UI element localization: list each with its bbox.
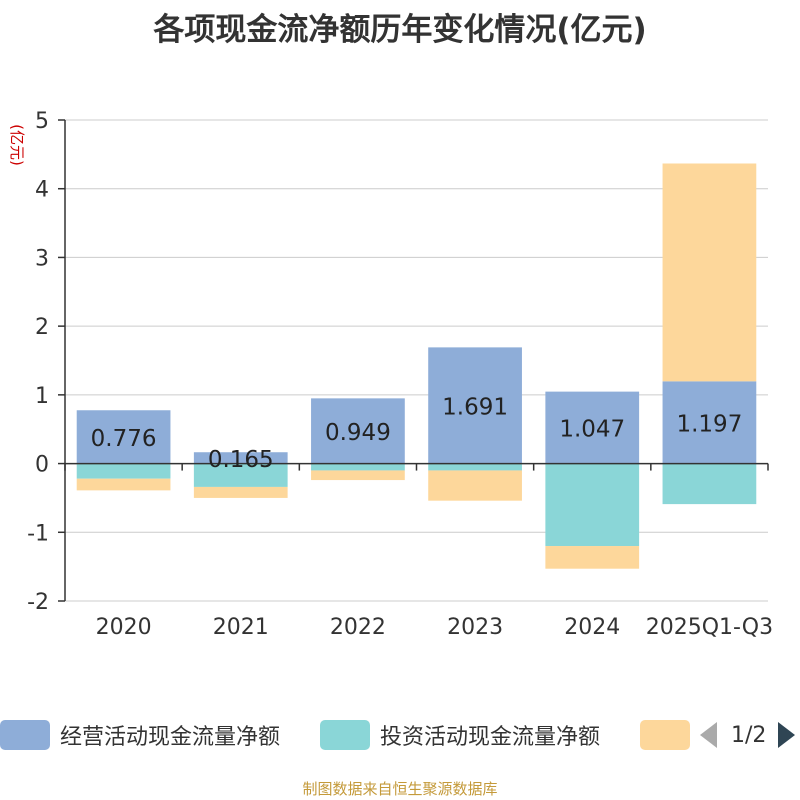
legend-prev-icon[interactable] (700, 722, 717, 748)
data-label-2024: 1.047 (559, 417, 625, 443)
y-tick-label: 1 (35, 384, 49, 409)
bar-series1-2024 (545, 463, 640, 547)
legend-swatch-financing (640, 720, 690, 750)
x-tick-label-2022: 2022 (330, 615, 386, 640)
bar-series2-2025Q1-Q3 (662, 163, 757, 382)
bar-series0-2020 (76, 410, 171, 464)
legend-swatch-operating (0, 720, 50, 750)
legend-page-indicator: 1/2 (731, 722, 767, 748)
bar-series0-2022 (311, 398, 405, 464)
bar-series1-2025Q1-Q3 (662, 463, 757, 505)
chart-plot: (亿元) -2 -1 0 1 2 3 4 5 0.776 0.165 0.949 1.691 1.047 1… (8, 109, 773, 640)
x-tick-label-2021: 2021 (213, 615, 269, 640)
y-tick-label: 2 (35, 315, 49, 340)
legend-pager: 1/2 (700, 716, 796, 754)
bar-series0-2025Q1-Q3 (662, 381, 757, 464)
y-tick-label: -1 (27, 521, 49, 546)
bar-series2-2024 (545, 546, 640, 569)
legend-next-icon[interactable] (778, 722, 796, 748)
bar-series2-2023 (428, 470, 522, 501)
data-label-2023: 1.691 (442, 394, 508, 420)
bar-series2-2020 (76, 478, 171, 491)
source-note: 制图数据来自恒生聚源数据库 (302, 780, 498, 798)
legend-label-operating: 经营活动现金流量净额 (60, 725, 281, 750)
legend-label-investing: 投资活动现金流量净额 (380, 725, 601, 750)
bar-series1-2022 (311, 463, 405, 471)
x-tick-label-2025Q1-Q3: 2025Q1-Q3 (646, 615, 773, 640)
data-label-2022: 0.949 (325, 420, 391, 446)
bar-series0-2024 (545, 391, 640, 464)
y-tick-label: 5 (35, 109, 49, 134)
legend-item-operating[interactable]: 经营活动现金流量净额 (0, 716, 280, 754)
bar-series0-2023 (428, 347, 522, 464)
bar-series1-2023 (428, 463, 522, 471)
legend-swatch-investing (320, 720, 370, 750)
bar-series0-2021 (193, 452, 288, 464)
data-label-2021: 0.165 (208, 447, 274, 473)
y-tick-label: 4 (35, 178, 49, 203)
legend-item-investing[interactable]: 投资活动现金流量净额 (320, 716, 600, 754)
data-label-2025Q1-Q3: 1.197 (676, 411, 742, 437)
bar-series1-2021 (193, 463, 288, 487)
x-tick-label-2023: 2023 (447, 615, 503, 640)
bar-series1-2020 (76, 463, 171, 479)
legend: 经营活动现金流量净额 投资活动现金流量净额 1/2 (0, 716, 800, 754)
y-tick-label: -2 (27, 590, 49, 615)
bar-series2-2021 (193, 486, 288, 498)
y-axis-unit-label: (亿元) (8, 124, 26, 166)
bar-series2-2022 (311, 470, 405, 481)
y-tick-label: 3 (35, 246, 49, 271)
data-label-2020: 0.776 (91, 426, 157, 452)
y-tick-label: 0 (35, 453, 49, 478)
legend-item-financing[interactable] (640, 716, 700, 754)
chart-title: 各项现金流净额历年变化情况(亿元) (153, 12, 647, 48)
x-tick-label-2020: 2020 (96, 615, 152, 640)
x-tick-label-2024: 2024 (564, 615, 620, 640)
